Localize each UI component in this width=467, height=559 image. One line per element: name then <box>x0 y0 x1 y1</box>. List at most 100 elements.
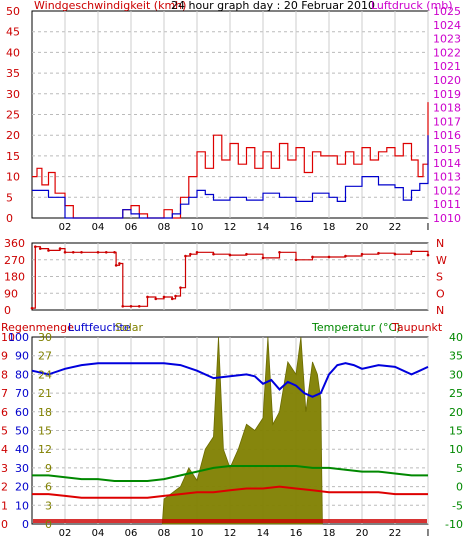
solar-y-tick-label: 3 <box>45 499 52 512</box>
wind-y-tick-label: 40 <box>6 46 20 59</box>
rain-y-tick-label: 2 <box>1 481 8 494</box>
rain-y-tick-label: 10 <box>1 331 15 344</box>
climate-x-tick-label: 18 <box>323 528 336 539</box>
wind-y-tick-label: 25 <box>6 109 20 122</box>
temperature-y-tick-label: 30 <box>449 368 463 381</box>
wind-x-tick-label: 02 <box>59 222 72 233</box>
direction-compass-label: W <box>436 254 447 267</box>
direction-point <box>96 251 100 254</box>
direction-point <box>170 297 174 301</box>
chart-title: 24 hour graph day : 20 Februar 2010 <box>171 0 375 12</box>
direction-point <box>38 247 42 250</box>
direction-point <box>146 295 149 299</box>
direction-point <box>327 255 331 259</box>
pressure-y-tick-label: 1014 <box>433 157 461 170</box>
wind-y-tick-label: 5 <box>6 191 13 204</box>
wind-x-tick-label: 16 <box>290 222 303 233</box>
wind-y-tick-label: 30 <box>6 88 20 101</box>
humidity-y-tick-label: 20 <box>15 481 29 494</box>
direction-point <box>80 251 83 254</box>
direction-point <box>261 256 265 260</box>
humidity-y-tick-label: 40 <box>15 443 29 456</box>
temperature-y-tick-label: 25 <box>449 387 463 400</box>
temperature-y-tick-label: 35 <box>449 350 463 363</box>
pressure-y-tick-label: 1023 <box>433 33 461 46</box>
rain-y-tick-label: 0 <box>1 518 8 531</box>
climate-x-tick-label: 02 <box>59 528 72 539</box>
temperature-y-tick-label: -10 <box>445 518 463 531</box>
direction-point <box>118 262 121 265</box>
humidity-y-tick-label: 60 <box>15 406 29 419</box>
temperature-y-tick-label: 20 <box>449 406 463 419</box>
climate-x-tick-label: 16 <box>290 528 303 539</box>
rain-y-tick-label: 5 <box>1 425 8 438</box>
wind-y-tick-label: 0 <box>6 212 13 225</box>
pressure-y-tick-label: 1017 <box>433 115 461 128</box>
direction-point <box>179 286 182 289</box>
climate-x-tick-label: 12 <box>224 528 237 539</box>
legend-humidity: Luftfeuchte <box>68 321 131 334</box>
direction-point <box>113 251 116 254</box>
pressure-y-tick-label: 1011 <box>433 198 461 211</box>
series-dewpoint-line <box>32 485 428 499</box>
humidity-y-tick-label: 10 <box>15 499 29 512</box>
climate-x-tick-label: I <box>427 528 430 539</box>
direction-point <box>184 254 187 258</box>
rain-y-tick-label: 3 <box>1 462 8 475</box>
humidity-y-tick-label: 0 <box>22 518 29 531</box>
climate-x-tick-label: 14 <box>257 528 270 539</box>
direction-point <box>195 251 199 254</box>
legend-dewpoint: Taupunkt <box>391 321 443 334</box>
direction-point <box>245 252 248 256</box>
solar-y-tick-label: 0 <box>45 518 52 531</box>
wind-x-tick-label: 20 <box>356 222 369 233</box>
climate-x-tick-label: 08 <box>158 528 171 539</box>
rain-y-tick-label: 4 <box>1 443 8 456</box>
direction-compass-label: S <box>436 271 443 284</box>
solar-y-tick-label: 9 <box>45 462 52 475</box>
direction-point <box>121 304 125 308</box>
wind-y-tick-label: 45 <box>6 26 20 39</box>
direction-point <box>114 264 118 267</box>
wind-y-tick-label: 50 <box>6 5 20 18</box>
direction-point <box>30 306 34 310</box>
direction-point <box>294 258 298 262</box>
direction-point <box>311 255 314 259</box>
pressure-y-tick-label: 1018 <box>433 102 461 115</box>
direction-compass-label: O <box>436 287 445 300</box>
pressure-y-tick-label: 1013 <box>433 171 461 184</box>
series-pressure-line <box>32 135 429 219</box>
direction-point <box>410 250 413 253</box>
direction-y-tick-label: 360 <box>4 237 25 250</box>
direction-y-tick-label: 270 <box>4 254 25 267</box>
direction-point <box>212 252 215 256</box>
humidity-y-tick-label: 100 <box>8 331 29 344</box>
pressure-y-tick-label: 1022 <box>433 46 461 59</box>
humidity-y-tick-label: 90 <box>15 350 29 363</box>
rain-y-tick-label: 7 <box>1 387 8 400</box>
pressure-y-tick-label: 1025 <box>433 5 461 18</box>
wind-x-tick-label: 10 <box>191 222 204 233</box>
direction-point <box>137 304 141 308</box>
direction-compass-label: N <box>436 237 444 250</box>
series-direction-line <box>32 246 429 309</box>
wind-y-tick-label: 10 <box>6 171 20 184</box>
direction-point <box>154 297 158 301</box>
solar-y-tick-label: 15 <box>38 425 52 438</box>
rain-y-tick-label: 8 <box>1 368 8 381</box>
pressure-y-tick-label: 1010 <box>433 212 461 225</box>
temperature-y-tick-label: 15 <box>449 425 463 438</box>
wind-x-tick-label: 12 <box>224 222 237 233</box>
temperature-y-tick-label: 10 <box>449 443 463 456</box>
humidity-y-tick-label: 80 <box>15 368 29 381</box>
direction-point <box>360 252 364 256</box>
solar-y-tick-label: 30 <box>38 331 52 344</box>
pressure-y-tick-label: 1012 <box>433 184 461 197</box>
wind-y-tick-label: 20 <box>6 129 20 142</box>
temperature-y-tick-label: -5 <box>452 499 463 512</box>
series-temperature-line <box>32 465 428 482</box>
pressure-y-tick-label: 1019 <box>433 88 461 101</box>
rain-y-tick-label: 6 <box>1 406 8 419</box>
wind-x-tick-label: 22 <box>389 222 402 233</box>
